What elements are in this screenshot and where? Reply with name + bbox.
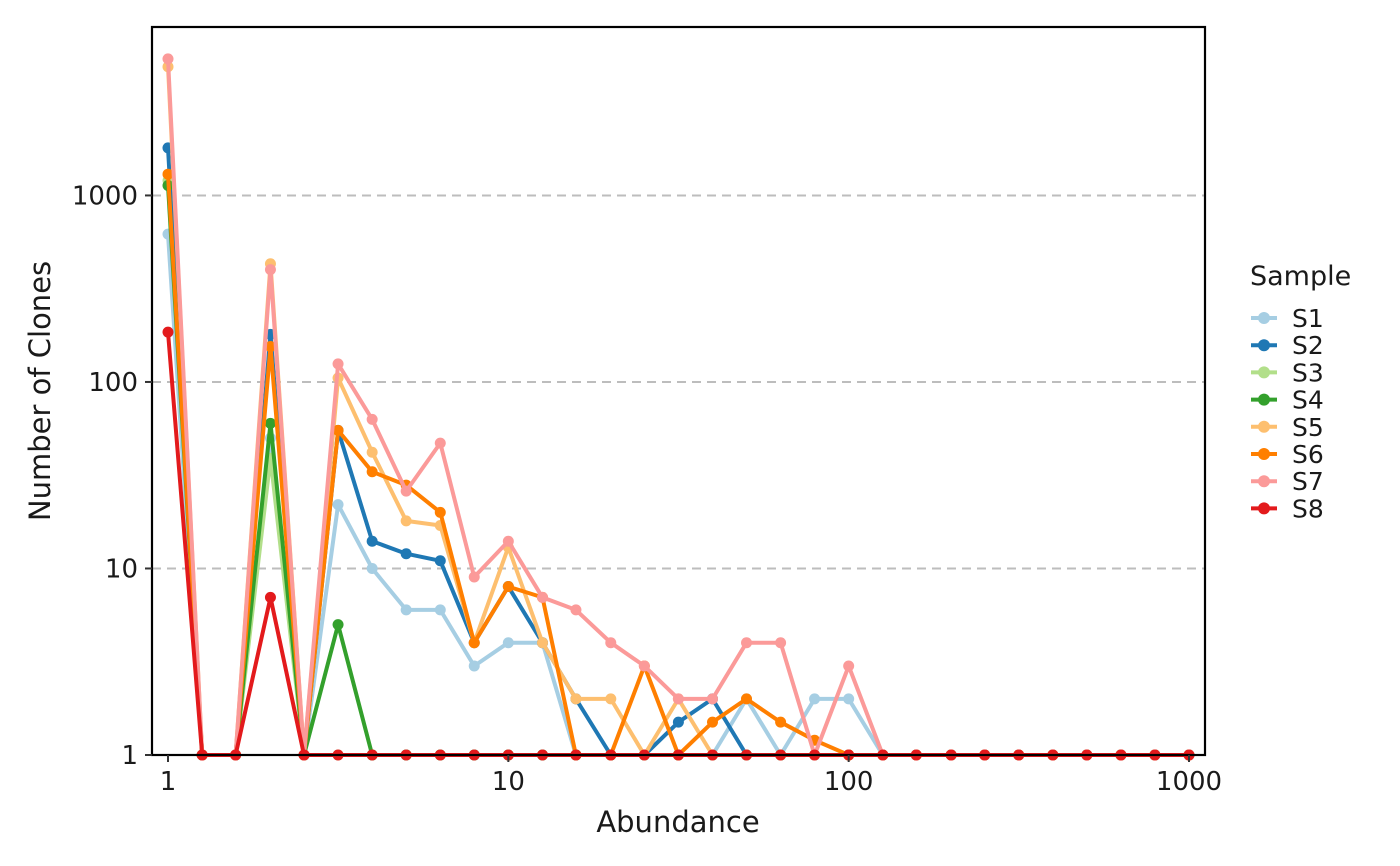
data-point-S1 — [332, 499, 344, 511]
legend-label: S8 — [1292, 494, 1324, 523]
legend-label: S1 — [1292, 304, 1324, 333]
data-point-S7 — [638, 660, 650, 672]
legend-key-point — [1258, 475, 1270, 488]
data-point-S7 — [775, 637, 787, 649]
x-tick-label: 100 — [824, 767, 874, 797]
x-axis: 1 10 100 1000 — [160, 755, 1222, 797]
gridlines — [152, 194, 1205, 570]
legend-title: Sample — [1250, 261, 1351, 292]
x-tick-label: 1000 — [1156, 767, 1222, 797]
legend-label: S5 — [1292, 413, 1324, 442]
data-point-S1 — [502, 637, 514, 649]
data-point-S2 — [672, 716, 684, 728]
data-point-S7 — [843, 660, 855, 672]
data-point-S1 — [809, 693, 821, 705]
legend-item-S2: S2 — [1251, 331, 1324, 360]
x-axis-title: Abundance — [596, 805, 759, 839]
data-point-S1 — [843, 693, 855, 705]
legend-label: S2 — [1292, 331, 1324, 360]
data-point-S6 — [264, 340, 276, 352]
data-point-S4 — [264, 417, 276, 429]
data-point-S6 — [775, 716, 787, 728]
y-axis-title: Number of Clones — [23, 261, 57, 521]
data-point-S5 — [536, 637, 548, 649]
legend-label: S6 — [1292, 440, 1324, 469]
data-point-S6 — [434, 506, 446, 518]
data-point-S5 — [400, 515, 412, 527]
data-point-S1 — [468, 660, 480, 672]
data-point-S6 — [741, 693, 753, 705]
legend-item-S7: S7 — [1251, 467, 1324, 496]
data-point-S8 — [162, 326, 174, 338]
data-point-S1 — [400, 604, 412, 616]
y-tick-label: 1 — [121, 741, 138, 771]
data-point-S7 — [706, 693, 718, 705]
data-point-S5 — [366, 446, 378, 458]
legend-label: S4 — [1292, 386, 1324, 415]
data-point-S6 — [468, 637, 480, 649]
data-point-S7 — [332, 358, 344, 370]
data-point-S6 — [332, 424, 344, 436]
legend-item-S6: S6 — [1251, 440, 1324, 469]
data-point-S7 — [502, 535, 514, 547]
data-point-S2 — [366, 535, 378, 547]
data-point-S6 — [706, 716, 718, 728]
y-tick-label: 100 — [88, 368, 138, 398]
data-point-S5 — [570, 693, 582, 705]
legend-key-point — [1258, 339, 1270, 352]
legend-item-S1: S1 — [1251, 304, 1324, 333]
data-point-S4 — [332, 619, 344, 631]
data-point-S2 — [434, 555, 446, 567]
legend-key-point — [1258, 448, 1270, 460]
data-point-S7 — [162, 53, 174, 65]
y-tick-label: 1000 — [72, 181, 138, 211]
data-point-S7 — [366, 413, 378, 425]
data-point-S7 — [741, 637, 753, 649]
legend-item-S3: S3 — [1251, 358, 1324, 387]
legend-key-point — [1258, 502, 1270, 515]
data-point-S7 — [536, 591, 548, 603]
data-point-S7 — [400, 485, 412, 497]
data-point-S7 — [605, 637, 617, 649]
x-tick-label: 1 — [160, 767, 177, 797]
data-point-S6 — [162, 168, 174, 180]
legend-item-S8: S8 — [1251, 494, 1324, 523]
data-point-S6 — [366, 466, 378, 478]
legend-key-point — [1258, 393, 1270, 406]
data-point-S8 — [264, 591, 276, 603]
data-point-S2 — [400, 548, 412, 560]
legend-key-point — [1258, 366, 1270, 379]
y-tick-label: 10 — [105, 554, 138, 584]
data-point-S6 — [502, 581, 514, 593]
plot-panel-border — [150, 25, 1207, 757]
data-point-S7 — [672, 693, 684, 705]
x-tick-label: 10 — [492, 767, 525, 797]
legend-item-S4: S4 — [1251, 386, 1324, 415]
y-axis: 1 10 100 1000 — [72, 181, 152, 771]
data-point-S7 — [434, 437, 446, 449]
data-point-S1 — [434, 604, 446, 616]
data-point-S7 — [468, 571, 480, 583]
data-point-S7 — [570, 604, 582, 616]
data-point-S7 — [264, 264, 276, 276]
legend-key-point — [1258, 312, 1270, 324]
legend-item-S5: S5 — [1251, 413, 1324, 442]
legend-label: S7 — [1292, 467, 1324, 496]
legend-label: S3 — [1292, 358, 1324, 387]
data-point-S1 — [366, 562, 378, 574]
data-point-S5 — [605, 693, 617, 705]
legend-key-point — [1258, 420, 1270, 433]
